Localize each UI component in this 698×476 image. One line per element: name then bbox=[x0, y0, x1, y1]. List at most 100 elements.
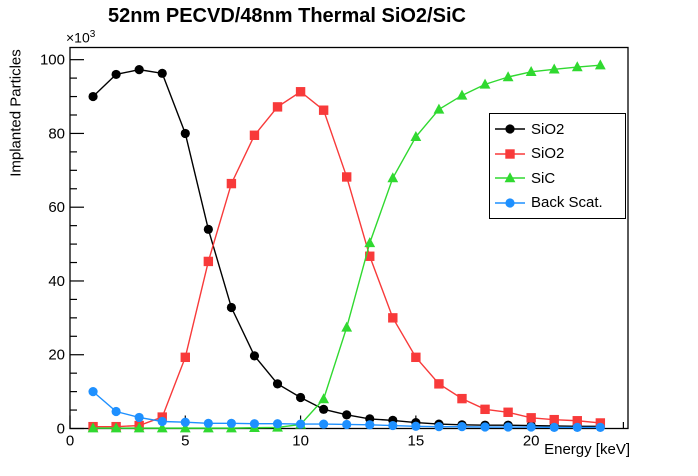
series-1-marker bbox=[526, 413, 536, 423]
series-2-marker bbox=[341, 321, 353, 332]
series-3-marker bbox=[457, 422, 467, 432]
page-title: 52nm PECVD/48nm Thermal SiO2/SiC bbox=[108, 5, 466, 27]
series-1-marker bbox=[272, 102, 283, 112]
series-1-marker bbox=[480, 404, 490, 415]
series-1-marker bbox=[341, 172, 352, 182]
y-tick-label: 0 bbox=[57, 421, 65, 438]
series-0-marker bbox=[319, 404, 329, 414]
series-0-marker bbox=[88, 91, 98, 102]
series-1-marker bbox=[249, 130, 260, 140]
series-1-marker bbox=[226, 178, 237, 189]
series-0-marker bbox=[295, 392, 306, 403]
legend-marker-icon bbox=[505, 124, 515, 134]
series-1-marker bbox=[295, 87, 306, 97]
y-tick-label: 100 bbox=[40, 52, 65, 69]
x-tick-label: 5 bbox=[181, 433, 189, 450]
plot-frame bbox=[69, 46, 629, 430]
series-3-marker bbox=[180, 417, 190, 427]
series-3-marker bbox=[411, 421, 421, 431]
series-2-marker bbox=[456, 89, 468, 100]
series-0-marker bbox=[342, 410, 352, 420]
series-0-marker bbox=[134, 65, 144, 75]
series-2-marker bbox=[479, 78, 491, 89]
x-tick-label: 0 bbox=[66, 433, 74, 450]
series-3-marker bbox=[342, 419, 352, 430]
legend-marker-icon bbox=[504, 172, 516, 183]
series-2-marker bbox=[502, 71, 514, 82]
series-3-marker bbox=[526, 422, 536, 432]
series-3-marker bbox=[319, 419, 329, 429]
series-2-marker bbox=[410, 130, 422, 141]
legend-item: SiO2 bbox=[490, 145, 625, 162]
series-0-marker bbox=[203, 224, 213, 234]
series-markers-2 bbox=[87, 59, 606, 433]
legend-item-label: SiC bbox=[531, 169, 556, 187]
series-markers-3 bbox=[88, 387, 605, 432]
legend-item-label: SiO2 bbox=[531, 120, 565, 138]
series-2-marker bbox=[387, 172, 399, 183]
legend-sample-square-icon bbox=[495, 149, 525, 159]
series-3-marker bbox=[480, 422, 490, 432]
legend-item: SiO2 bbox=[490, 121, 625, 138]
series-2-marker bbox=[110, 422, 122, 433]
series-3-marker bbox=[572, 422, 582, 432]
series-3-marker bbox=[134, 412, 144, 423]
y-tick-label: 40 bbox=[48, 273, 65, 290]
series-0-marker bbox=[226, 302, 237, 313]
series-1-marker bbox=[411, 352, 421, 363]
legend-sample-triangle-icon bbox=[495, 172, 525, 183]
series-3-marker bbox=[88, 387, 98, 397]
series-3-marker bbox=[503, 422, 513, 432]
x-tick-label: 20 bbox=[523, 433, 540, 450]
series-3-marker bbox=[111, 406, 121, 417]
series-2-marker bbox=[179, 422, 191, 433]
series-3-marker bbox=[249, 419, 260, 429]
series-2-marker bbox=[156, 422, 168, 433]
series-0-marker bbox=[111, 69, 121, 80]
x-axis-label: Energy [keV] bbox=[544, 441, 630, 458]
series-1-marker bbox=[503, 407, 513, 417]
series-3-marker bbox=[595, 422, 605, 432]
series-2-marker bbox=[318, 393, 330, 404]
series-2-marker bbox=[571, 61, 583, 72]
y-tick-label: 80 bbox=[48, 125, 65, 142]
series-2-marker bbox=[133, 422, 145, 433]
series-3-marker bbox=[295, 419, 306, 429]
y-axis-multiplier: ×103 bbox=[66, 29, 96, 46]
series-2-marker bbox=[364, 237, 376, 248]
series-0-marker bbox=[272, 379, 283, 389]
series-3-marker bbox=[549, 422, 559, 432]
series-3-marker bbox=[272, 419, 283, 429]
series-2-marker bbox=[433, 103, 445, 114]
legend-sample-circle-icon bbox=[495, 124, 525, 134]
legend-item: Back Scat. bbox=[490, 194, 625, 211]
series-1-marker bbox=[180, 352, 190, 363]
legend-marker-icon bbox=[505, 198, 515, 208]
series-0-marker bbox=[249, 351, 260, 361]
legend-item: SiC bbox=[490, 170, 625, 187]
series-2-marker bbox=[87, 422, 99, 433]
legend-marker-icon bbox=[505, 149, 515, 159]
series-0-marker bbox=[157, 68, 167, 78]
legend-item-label: SiO2 bbox=[531, 145, 565, 163]
series-2-marker bbox=[548, 63, 560, 74]
series-1-marker bbox=[457, 393, 467, 404]
series-3-marker bbox=[388, 420, 398, 431]
series-1-marker bbox=[365, 251, 375, 261]
series-3-marker bbox=[226, 418, 237, 428]
series-2-marker bbox=[594, 59, 606, 70]
series-3-marker bbox=[157, 416, 167, 427]
legend-sample-circle-icon bbox=[495, 198, 525, 208]
series-1-marker bbox=[318, 105, 329, 115]
y-tick-label: 20 bbox=[48, 347, 65, 364]
y-tick-label: 60 bbox=[48, 199, 65, 216]
series-1-marker bbox=[434, 379, 444, 389]
series-3-marker bbox=[203, 418, 213, 428]
series-3-marker bbox=[434, 422, 444, 432]
legend: SiO2 SiO2 SiC Back Scat. bbox=[489, 113, 626, 219]
series-0-marker bbox=[180, 128, 190, 139]
legend-item-label: Back Scat. bbox=[531, 194, 603, 212]
series-3-marker bbox=[365, 420, 375, 430]
series-2-marker bbox=[525, 66, 537, 77]
x-tick-label: 15 bbox=[408, 433, 425, 450]
